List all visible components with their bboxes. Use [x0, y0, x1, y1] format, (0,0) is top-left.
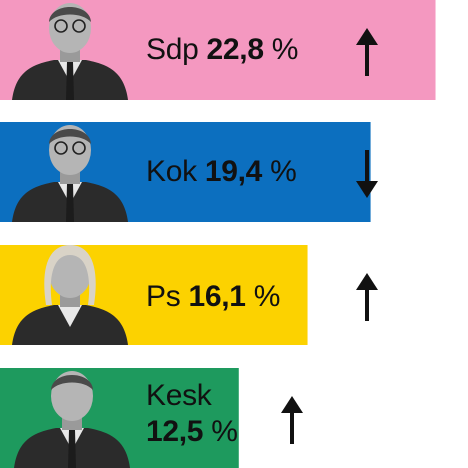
value-label: 22,8: [206, 33, 265, 66]
portrait-ps-icon: [12, 245, 128, 345]
unit-label: %: [270, 155, 297, 188]
arrow-up-icon-kesk: [281, 396, 303, 444]
arrow-up-icon-ps: [356, 273, 378, 321]
data-label-ps: Ps 16,1 %: [146, 279, 280, 315]
arrow-up-icon-sdp: [356, 28, 378, 76]
value-label: 19,4: [204, 155, 263, 188]
portrait-kesk-icon: [14, 371, 130, 468]
category-label: Ps: [146, 280, 181, 313]
value-label: 16,1: [188, 280, 246, 313]
data-label-kesk: Kesk 12,5 %: [146, 378, 238, 450]
portrait-kok-icon: [12, 125, 128, 222]
unit-label: %: [211, 415, 238, 448]
category-label: Kesk: [146, 379, 212, 412]
unit-label: %: [253, 280, 281, 313]
category-label: Kok: [146, 155, 197, 188]
category-label: Sdp: [146, 33, 199, 66]
value-label: 12,5: [146, 415, 204, 448]
data-label-sdp: Sdp 22,8 %: [146, 32, 298, 68]
data-label-kok: Kok 19,4 %: [146, 154, 297, 190]
unit-label: %: [271, 33, 299, 66]
portrait-sdp-icon: [12, 3, 128, 100]
arrow-down-icon-kok: [356, 150, 378, 198]
